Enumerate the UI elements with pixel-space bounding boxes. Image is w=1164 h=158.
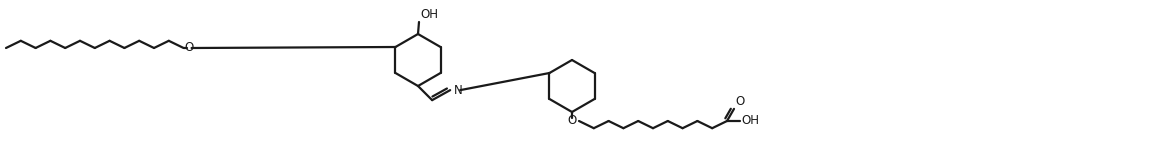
Text: OH: OH xyxy=(741,115,759,128)
Text: O: O xyxy=(734,95,744,108)
Text: O: O xyxy=(184,41,193,54)
Text: O: O xyxy=(567,115,576,128)
Text: OH: OH xyxy=(420,8,438,21)
Text: N: N xyxy=(454,84,463,97)
